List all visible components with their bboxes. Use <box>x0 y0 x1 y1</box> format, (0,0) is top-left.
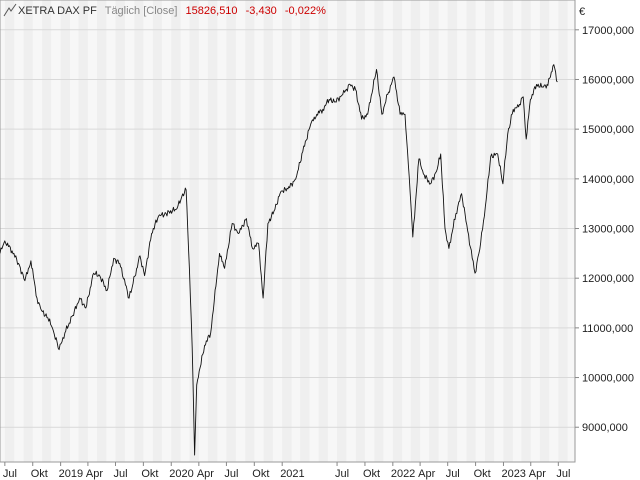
month-band <box>282 0 292 462</box>
month-band <box>42 0 52 462</box>
x-tick-label: Okt <box>141 468 158 480</box>
month-band <box>521 0 531 462</box>
month-band <box>263 0 273 462</box>
month-band <box>226 0 236 462</box>
month-band <box>484 0 495 462</box>
y-tick-label: 15000,000 <box>582 124 634 136</box>
x-tick-label: Jul <box>556 468 570 480</box>
x-axis: Jul Okt 2019 Apr Jul Okt 2020 Apr Jul Okt 2021 Jul O… <box>3 462 570 480</box>
month-band <box>503 0 513 462</box>
x-tick-label: 2021 <box>280 468 304 480</box>
x-tick-label: Okt <box>363 468 380 480</box>
plot-frame <box>0 0 576 463</box>
x-tick-label: Jul <box>446 468 460 480</box>
y-tick-label: 13000,000 <box>582 224 634 236</box>
series-layer <box>0 64 558 456</box>
x-tick-label: Jul <box>3 468 17 480</box>
month-band <box>171 0 181 462</box>
month-band <box>96 0 107 462</box>
last-price: 15826,510 <box>186 5 238 17</box>
y-tick-label: 14000,000 <box>582 174 634 186</box>
price-change-percent: -0,022% <box>285 5 326 17</box>
month-band <box>337 0 347 462</box>
month-band <box>558 0 568 462</box>
month-band <box>374 0 384 462</box>
y-tick-label: 16000,000 <box>582 74 634 86</box>
month-band <box>539 0 550 462</box>
month-band <box>78 0 88 462</box>
month-band <box>60 0 71 462</box>
price-line <box>0 64 558 456</box>
month-band <box>466 0 476 462</box>
x-tick-label: Apr <box>197 468 214 480</box>
month-band <box>115 0 125 462</box>
x-tick-label: 2022 <box>391 468 415 480</box>
y-tick-label: 12000,000 <box>582 273 634 285</box>
y-axis: 9000,000 10000,000 11000,000 12000,000 13000… <box>575 25 634 434</box>
line-chart-icon <box>3 3 17 17</box>
interval-label: Täglich [Close] <box>105 5 178 17</box>
month-band <box>23 0 33 462</box>
instrument-name: XETRA DAX PF <box>18 5 97 17</box>
x-tick-label: Jul <box>224 468 238 480</box>
grid-lines <box>0 29 575 428</box>
x-tick-label: 2023 <box>501 468 525 480</box>
price-change: -3,430 <box>246 5 277 17</box>
y-tick-label: 17000,000 <box>582 25 634 37</box>
x-tick-label: Jul <box>335 468 349 480</box>
svg-text:XETRA DAX PF Täglich [: XETRA DAX PF Täglich [Close] 15826,510 -… <box>18 5 326 17</box>
month-band <box>207 0 218 462</box>
month-band <box>245 0 255 462</box>
month-band <box>392 0 403 462</box>
month-bands <box>0 0 575 462</box>
x-tick-label: 2019 <box>59 468 83 480</box>
month-band <box>355 0 365 462</box>
x-tick-label: Apr <box>529 468 546 480</box>
x-tick-label: 2020 <box>169 468 193 480</box>
y-tick-label: 10000,000 <box>582 373 634 385</box>
month-band <box>152 0 162 462</box>
y-tick-label: 9000,000 <box>582 422 628 434</box>
chart-header: XETRA DAX PF Täglich [Close] 15826,510 -… <box>3 3 326 17</box>
x-tick-label: Okt <box>31 468 48 480</box>
month-band <box>300 0 310 462</box>
month-band <box>134 0 144 462</box>
x-tick-label: Okt <box>474 468 491 480</box>
month-band <box>318 0 328 462</box>
x-tick-label: Apr <box>86 468 103 480</box>
x-tick-label: Apr <box>418 468 435 480</box>
x-tick-label: Okt <box>252 468 269 480</box>
y-tick-label: 11000,000 <box>582 323 633 335</box>
x-tick-label: Jul <box>113 468 127 480</box>
month-band <box>189 0 199 462</box>
currency-label: € <box>579 6 585 18</box>
month-band <box>410 0 421 462</box>
month-band <box>4 0 15 462</box>
month-band <box>429 0 439 462</box>
